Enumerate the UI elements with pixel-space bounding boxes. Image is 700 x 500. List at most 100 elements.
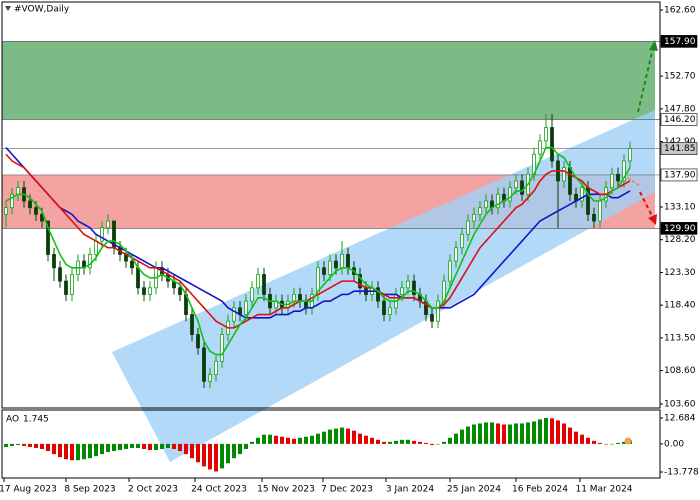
candle-body: [448, 260, 452, 282]
ao-bar: [316, 433, 320, 444]
candle-body: [628, 148, 632, 162]
ao-bar: [454, 433, 458, 444]
ao-bar: [364, 435, 368, 444]
ao-bar: [160, 443, 164, 450]
moving-average: [5, 153, 631, 329]
candle-body: [520, 180, 524, 195]
ao-bar: [298, 437, 302, 444]
arrow-head: [648, 214, 657, 225]
candle-body: [10, 193, 14, 209]
candle-body: [232, 307, 236, 322]
candle-body: [88, 254, 92, 269]
candle-body: [460, 233, 464, 249]
candle-body: [496, 193, 500, 209]
candle-body: [202, 347, 206, 382]
candle-body: [94, 240, 98, 255]
main-frame: [1, 1, 661, 409]
ao-bar: [58, 443, 62, 458]
candle-body: [262, 274, 266, 295]
ao-bar: [400, 439, 404, 444]
ao-bar: [76, 443, 80, 461]
ao-bar: [262, 434, 266, 444]
candle-body: [550, 127, 554, 162]
candle-body: [28, 200, 32, 209]
x-tick-label: 7 Dec 2023: [321, 485, 373, 495]
ao-bar: [82, 443, 86, 460]
forecast-arrows: [624, 40, 658, 445]
ao-bar: [64, 443, 68, 460]
ao-bar: [70, 443, 74, 461]
x-tick-label: 17 Aug 2023: [0, 485, 57, 495]
ao-bar: [130, 443, 134, 448]
ao-bar: [484, 422, 488, 444]
ao-bar: [274, 435, 278, 444]
title-icon: [5, 6, 11, 11]
ao-bar: [562, 423, 566, 444]
level-box: [660, 35, 698, 48]
arrow-up: [637, 47, 654, 113]
ao-bar: [142, 443, 146, 450]
ao-bar: [442, 441, 446, 444]
ao-bar: [340, 427, 344, 444]
ao-bar: [178, 443, 182, 452]
ao-bar: [370, 437, 374, 444]
arrow-head: [649, 40, 658, 51]
ao-bar: [304, 436, 308, 444]
y-tick-label: 152.70: [664, 72, 696, 82]
ao-bar: [460, 429, 464, 444]
candle-body: [544, 127, 548, 142]
ao-bar: [94, 443, 98, 457]
ao-bar: [136, 443, 140, 448]
ao-bar: [40, 443, 44, 450]
ao-bar: [394, 440, 398, 444]
candle-body: [250, 287, 254, 302]
candle-body: [4, 207, 8, 215]
level-label: 137.90: [664, 170, 696, 180]
level-box: [660, 113, 698, 126]
ao-bar: [424, 442, 428, 444]
candle-body: [454, 247, 458, 262]
moving-average: [5, 147, 631, 319]
ao-bar: [346, 428, 350, 444]
candle-body: [256, 274, 260, 289]
moving-averages: [5, 146, 631, 356]
ao-bar: [190, 443, 194, 459]
level-box: [660, 222, 698, 235]
ao-bar: [328, 429, 332, 444]
candle-body: [376, 287, 380, 302]
candle-body: [196, 334, 200, 349]
candle-body: [388, 307, 392, 315]
x-tick-label: 16 Feb 2024: [512, 485, 568, 495]
y-tick-label: 133.10: [664, 203, 696, 213]
y-tick-label: 108.60: [664, 366, 696, 376]
ao-bar: [478, 423, 482, 444]
moving-average: [5, 146, 631, 356]
candle-body: [400, 287, 404, 295]
ao-bar: [214, 443, 218, 472]
candle-body: [52, 254, 56, 269]
candle-body: [436, 300, 440, 322]
y-tick-label: -13.778: [664, 468, 699, 478]
ao-bar: [100, 443, 104, 455]
candles: [4, 114, 632, 388]
ao-bar: [466, 426, 470, 444]
ao-bar: [88, 443, 92, 459]
candle-body: [406, 280, 410, 289]
candle-body: [304, 300, 308, 309]
ao-bar: [556, 420, 560, 444]
ao-bar: [376, 439, 380, 444]
ao-bar: [220, 443, 224, 469]
candle-body: [334, 260, 338, 269]
ao-bar: [148, 443, 152, 451]
candle-body: [142, 287, 146, 295]
trend-channel: [112, 110, 655, 462]
y-tick-label: 103.60: [664, 399, 696, 409]
level-box: [660, 142, 698, 155]
level-label: 129.90: [664, 224, 696, 234]
candle-body: [346, 254, 350, 269]
ao-bar: [118, 443, 122, 451]
ao-bar: [490, 422, 494, 444]
level-label: 146.20: [664, 115, 696, 125]
candle-body: [298, 294, 302, 302]
